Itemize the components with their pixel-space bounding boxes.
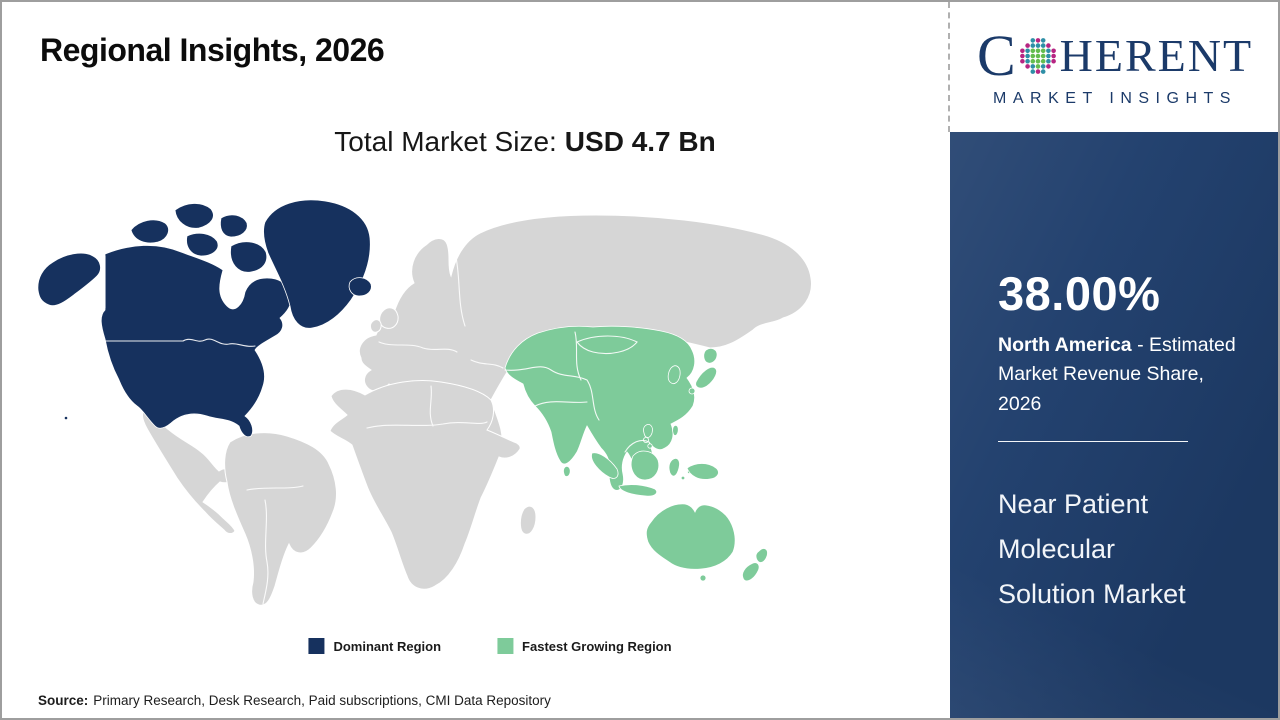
mongolia-border [576,335,638,355]
legend-item-dominant: Dominant Region [308,638,441,654]
legend-item-fastest-growing: Fastest Growing Region [497,638,672,654]
total-market-size-value: USD 4.7 Bn [564,126,716,157]
africa [329,380,521,590]
share-description-text: - Estimated Market Revenue Share, 2026 [998,334,1236,415]
greenland [263,199,371,329]
baffin-island [230,241,268,273]
new-zealand-south [742,562,760,582]
japan-honshu [695,366,717,389]
logo-globe-icon [1019,37,1056,74]
new-zealand-north [755,548,768,563]
fastest-growing-region-swatch [497,638,514,654]
page-title: Regional Insights, 2026 [40,32,385,68]
united-kingdom [379,307,399,329]
logo-letters-herent: HERENT [1059,29,1254,81]
japan-kyushu [688,387,696,395]
south-america [224,432,337,606]
sidebar-divider-rule [998,440,1188,442]
dominant-region-swatch [308,638,325,654]
south-korea [667,365,681,384]
country-border-lines [100,251,650,605]
europe-russia-border [454,251,466,327]
logo-panel: C HERENT MARKET INSIGHTS [950,2,1278,132]
iceland [348,277,372,297]
logo-letter-c: C [976,22,1016,88]
japan-hokkaido [703,348,718,364]
legend: Dominant Region Fastest Growing Region [308,638,672,654]
sulawesi [668,458,680,477]
mexico-central-america [141,407,239,534]
usa-canada-border [100,338,256,347]
total-market-size: Total Market Size: USD 4.7 Bn [334,126,715,158]
papua-new-guinea [686,463,719,480]
india-north-border [534,401,588,407]
borneo [630,450,660,481]
amazon-borders [246,485,304,491]
arctic-island-2 [174,203,214,229]
fastest-growing-region-label: Fastest Growing Region [522,638,672,654]
stats-sidebar: 38.00% North America - Estimated Market … [950,132,1278,718]
east-africa-borders [429,385,434,427]
indochina-border [624,439,650,453]
brand-logo: C HERENT [976,22,1254,88]
taiwan [672,424,679,436]
madagascar [519,505,537,535]
philippines-visayas [647,443,653,449]
europe-borders [378,341,458,353]
world-map [37,199,812,606]
region-other-landmasses [141,214,812,606]
tasmania [699,574,707,582]
logo-tagline: MARKET INSIGHTS [993,89,1237,107]
central-asia-borders [504,366,600,421]
source-line: Source: Primary Research, Desk Research, … [38,693,551,708]
moluccas-1 [680,475,686,481]
share-region-name: North America [998,334,1132,356]
south-america-borders [262,499,269,605]
philippines-luzon [642,424,653,438]
alaska [37,252,101,307]
market-share-description: North America - Estimated Market Revenue… [998,331,1252,419]
hawaii [63,415,69,421]
java [618,484,658,497]
sahara-borders [366,421,488,429]
region-asia-pacific [504,325,768,582]
dashed-divider [948,2,950,132]
globe-dots [1019,37,1056,74]
arctic-island-3 [186,232,219,257]
source-label: Source: [38,693,89,708]
sri-lanka [562,465,571,477]
market-share-value: 38.00% [998,267,1161,320]
dominant-region-label: Dominant Region [333,638,442,654]
region-north-america [37,199,372,438]
arctic-island-1 [130,219,169,244]
kazakhstan-china-border [574,331,582,381]
total-market-size-label: Total Market Size: [334,126,557,157]
ireland [369,319,382,333]
australia [645,503,736,570]
arctic-island-4 [220,214,248,238]
sumatra [591,452,619,479]
caspian-borders [470,359,504,369]
source-text: Primary Research, Desk Research, Paid su… [93,693,551,708]
market-name: Near Patient Molecular Solution Market [998,488,1186,609]
